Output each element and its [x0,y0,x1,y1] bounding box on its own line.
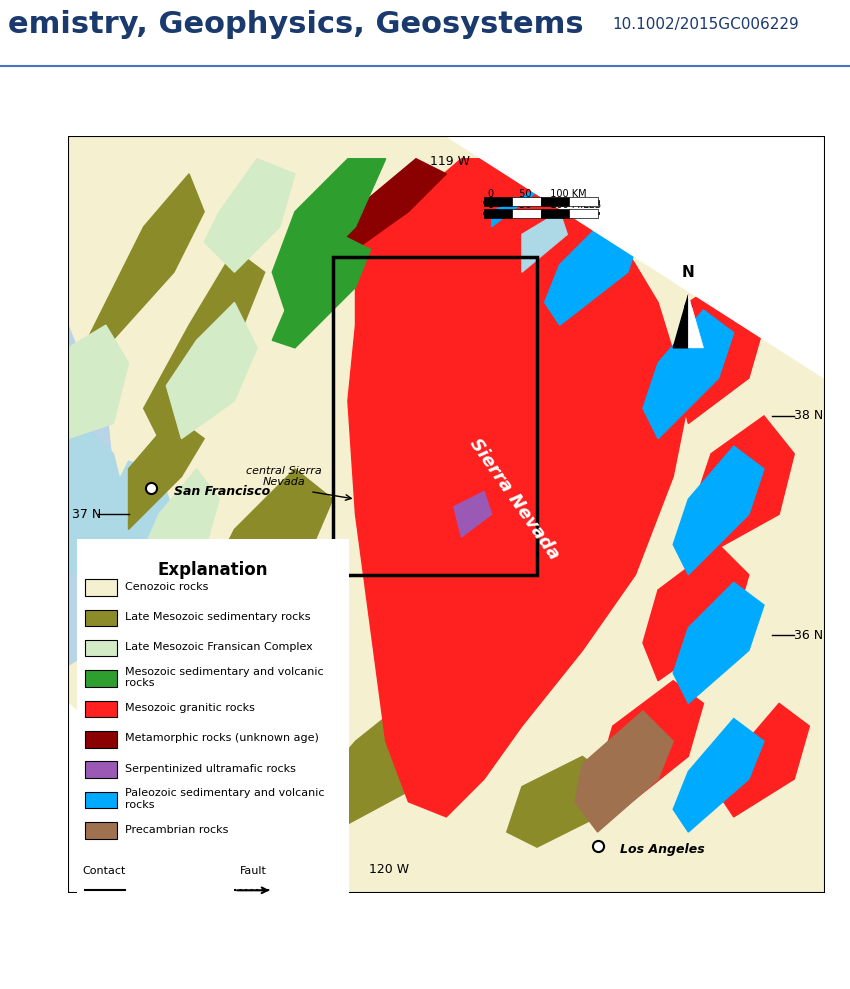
Polygon shape [575,711,673,832]
Polygon shape [128,416,204,529]
Text: Serpentinized ultramafic rocks: Serpentinized ultramafic rocks [126,764,297,773]
Polygon shape [673,719,764,832]
Polygon shape [545,212,643,325]
Polygon shape [446,136,824,378]
Bar [85,731,117,748]
Bar [85,822,117,839]
Text: Metamorphic rocks (unknown age): Metamorphic rocks (unknown age) [126,734,320,744]
Text: 120 W: 120 W [370,863,410,876]
Text: San Francisco: San Francisco [174,486,270,498]
Bar [513,198,541,207]
Polygon shape [696,416,794,552]
Polygon shape [68,325,128,666]
Text: 0        50      100 KM: 0 50 100 KM [488,189,586,199]
Polygon shape [491,158,598,226]
Polygon shape [144,249,264,439]
Text: 38 N: 38 N [794,409,824,422]
Polygon shape [83,174,204,348]
Text: emistry, Geophysics, Geosystems: emistry, Geophysics, Geosystems [8,10,584,39]
Polygon shape [507,757,613,848]
Text: Mesozoic sedimentary and volcanic
rocks: Mesozoic sedimentary and volcanic rocks [126,667,324,688]
Bar [484,198,513,207]
Polygon shape [688,295,704,348]
Polygon shape [522,212,567,272]
Bar [484,209,513,218]
FancyBboxPatch shape [71,532,354,912]
Polygon shape [340,158,446,249]
Text: Mesozoic granitic rocks: Mesozoic granitic rocks [126,703,255,713]
Text: 0        50      100 MILES: 0 50 100 MILES [488,200,601,211]
Text: 10.1002/2015GC006229: 10.1002/2015GC006229 [612,17,799,32]
Polygon shape [204,469,332,628]
Polygon shape [272,158,386,317]
Polygon shape [105,461,174,560]
Text: Late Mesozoic Fransican Complex: Late Mesozoic Fransican Complex [126,642,313,653]
Bar [513,209,541,218]
Polygon shape [718,703,809,817]
Polygon shape [454,492,491,537]
Text: Explanation: Explanation [157,561,268,579]
Polygon shape [68,325,128,439]
Bar [85,671,117,686]
Polygon shape [136,469,219,605]
Polygon shape [204,158,295,272]
Text: Precambrian rocks: Precambrian rocks [126,825,229,835]
Text: Fault: Fault [240,865,267,875]
Text: 36 N: 36 N [794,629,824,642]
Bar [570,209,598,218]
Text: Paleozoic sedimentary and volcanic
rocks: Paleozoic sedimentary and volcanic rocks [126,788,325,810]
Text: Contact: Contact [82,865,126,875]
Text: 37 N: 37 N [71,507,101,521]
Polygon shape [348,158,688,817]
Polygon shape [167,303,257,439]
Polygon shape [673,583,764,703]
Bar [541,198,570,207]
Polygon shape [68,136,824,892]
Bar [570,198,598,207]
Text: Cenozoic rocks: Cenozoic rocks [126,582,209,591]
Polygon shape [643,545,749,680]
Polygon shape [68,703,295,892]
Bar [85,762,117,778]
Polygon shape [386,158,507,257]
Text: N: N [682,265,694,280]
Text: Late Mesozoic sedimentary rocks: Late Mesozoic sedimentary rocks [126,612,311,622]
Polygon shape [673,272,764,423]
Text: Sierra Nevada: Sierra Nevada [466,435,563,563]
Polygon shape [643,310,734,439]
Bar [332,257,537,575]
Polygon shape [598,680,704,817]
Bar [85,580,117,595]
Bar [85,640,117,657]
Polygon shape [68,401,128,575]
Bar [541,209,570,218]
Text: central Sierra
Nevada: central Sierra Nevada [246,466,321,488]
Bar [85,701,117,717]
Text: Los Angeles: Los Angeles [620,844,705,856]
Polygon shape [673,295,689,348]
Bar [85,609,117,626]
Text: 119 W: 119 W [430,155,470,168]
Bar [85,792,117,808]
Polygon shape [272,234,371,348]
Polygon shape [310,680,462,832]
Polygon shape [673,446,764,575]
